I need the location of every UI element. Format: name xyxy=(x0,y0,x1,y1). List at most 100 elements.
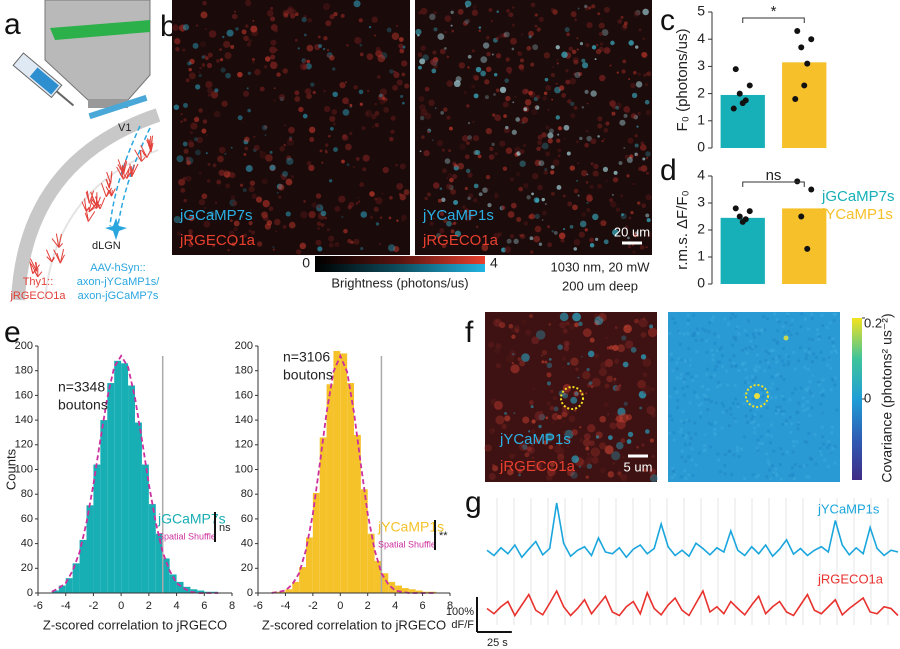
image-speckle xyxy=(212,163,217,168)
image-noise xyxy=(751,345,755,349)
image-speckle xyxy=(355,156,360,161)
image-speckle xyxy=(517,468,523,474)
image-speckle xyxy=(588,381,593,385)
neuron-branch xyxy=(86,214,89,222)
neuron-branch xyxy=(117,164,125,174)
image-speckle xyxy=(584,142,589,148)
image-speckle xyxy=(493,93,496,96)
image-speckle xyxy=(252,19,255,22)
image-speckle xyxy=(558,85,565,91)
image-speckle xyxy=(447,172,453,179)
image-speckle xyxy=(534,105,540,110)
panel-letter: a xyxy=(4,8,21,41)
image-speckle xyxy=(609,472,615,477)
image-noise xyxy=(694,338,698,342)
image-speckle xyxy=(630,82,636,89)
image-noise xyxy=(764,349,768,353)
image-speckle xyxy=(198,108,203,113)
image-noise xyxy=(720,401,724,405)
image-speckle xyxy=(286,138,294,147)
image-speckle xyxy=(278,94,286,101)
image-noise xyxy=(689,364,693,368)
image-speckle xyxy=(195,24,199,27)
image-speckle xyxy=(426,192,432,197)
image-speckle xyxy=(556,138,561,143)
y-tick-label: 1 xyxy=(697,248,705,264)
image-noise xyxy=(820,411,824,415)
image-speckle xyxy=(610,40,615,46)
image-noise xyxy=(727,424,731,428)
image-noise xyxy=(732,354,736,358)
image-speckle xyxy=(511,334,516,339)
image-speckle xyxy=(196,136,204,144)
image-speckle xyxy=(245,24,249,28)
image-speckle xyxy=(649,438,654,443)
image-speckle xyxy=(224,152,227,156)
image-speckle xyxy=(504,415,511,422)
image-speckle xyxy=(225,183,231,189)
image-noise xyxy=(808,380,812,384)
image-speckle xyxy=(253,135,256,138)
image-noise xyxy=(832,344,836,348)
image-speckle xyxy=(573,408,577,412)
colorbar xyxy=(852,318,862,480)
window xyxy=(88,94,148,120)
image-noise xyxy=(673,321,677,325)
image-speckle xyxy=(237,115,243,121)
image-speckle xyxy=(303,33,307,37)
image-noise xyxy=(702,444,706,448)
image-noise xyxy=(772,348,776,352)
histogram-bar xyxy=(135,422,142,593)
image-noise xyxy=(806,399,810,403)
image-speckle xyxy=(589,337,595,343)
image-noise xyxy=(822,357,826,361)
image-speckle xyxy=(566,438,571,443)
image-speckle xyxy=(642,468,647,473)
y-tick-label: 120 xyxy=(235,439,253,451)
image-speckle xyxy=(548,384,551,387)
image-speckle xyxy=(507,211,515,218)
image-noise xyxy=(680,449,684,453)
image-speckle xyxy=(518,357,523,363)
image-speckle xyxy=(306,93,312,100)
legend-entry: jYCaMP1s xyxy=(821,206,893,223)
image-speckle xyxy=(429,221,434,226)
image-speckle xyxy=(177,20,180,22)
image-speckle xyxy=(212,243,216,248)
image-speckle xyxy=(586,130,589,133)
neuron-branch xyxy=(131,164,135,177)
image-speckle xyxy=(368,26,372,29)
image-noise xyxy=(685,385,689,389)
image-speckle xyxy=(248,229,252,233)
image-speckle xyxy=(225,72,231,79)
image-speckle xyxy=(194,137,199,142)
image-speckle xyxy=(597,12,601,16)
histogram-bar xyxy=(51,590,59,593)
image-speckle xyxy=(579,438,584,443)
image-speckle xyxy=(546,467,556,477)
image-speckle xyxy=(651,455,655,458)
image-speckle xyxy=(338,195,346,203)
x-axis-label: Z-scored correlation to jRGECO xyxy=(262,617,446,632)
image-noise xyxy=(757,473,761,477)
image-speckle xyxy=(431,68,437,74)
syringe xyxy=(12,52,75,107)
image-speckle xyxy=(586,201,589,204)
image-noise xyxy=(704,339,708,343)
data-point xyxy=(794,178,801,185)
image-noise xyxy=(807,327,811,331)
y-axis-label: Counts xyxy=(3,448,18,490)
image-speckle xyxy=(477,154,482,159)
image-speckle xyxy=(647,327,658,338)
image-noise xyxy=(817,337,821,341)
image-speckle xyxy=(561,366,565,369)
image-speckle xyxy=(446,115,451,120)
image-speckle xyxy=(620,213,627,220)
image-speckle xyxy=(454,230,462,237)
image-noise xyxy=(729,412,733,416)
image-noise xyxy=(699,415,703,419)
image-speckle xyxy=(548,322,552,326)
image-speckle xyxy=(644,83,649,87)
image-speckle xyxy=(617,471,622,476)
image-speckle xyxy=(205,56,209,61)
